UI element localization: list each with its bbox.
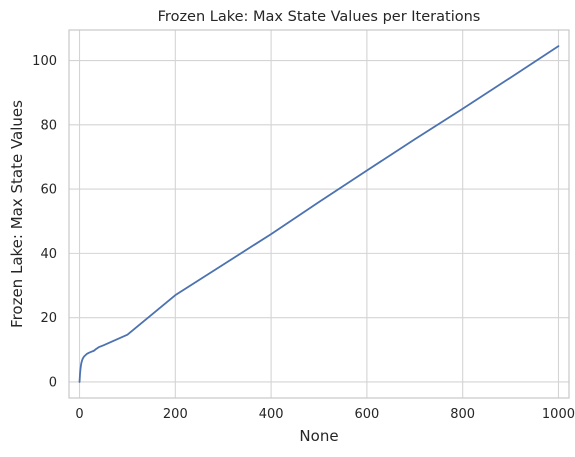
chart-title: Frozen Lake: Max State Values per Iterat… xyxy=(158,9,481,25)
x-tick-label: 600 xyxy=(354,407,379,422)
y-axis-label: Frozen Lake: Max State Values xyxy=(8,100,26,328)
grid-lines xyxy=(69,30,569,398)
x-tick-label: 800 xyxy=(450,407,475,422)
y-tick-label: 60 xyxy=(40,183,57,198)
x-tick-label: 0 xyxy=(75,407,83,422)
series-group xyxy=(78,45,560,383)
y-tick-label: 80 xyxy=(40,118,57,133)
y-tick-label: 0 xyxy=(49,375,57,390)
y-tick-label: 20 xyxy=(40,311,57,326)
y-tick-label: 100 xyxy=(32,54,57,69)
x-tick-labels: 0 200 400 600 800 1000 xyxy=(75,407,575,422)
series-line xyxy=(78,45,560,383)
x-tick-label: 1000 xyxy=(542,407,575,422)
y-tick-labels: 0 20 40 60 80 100 xyxy=(32,54,57,390)
y-tick-label: 40 xyxy=(40,247,57,262)
x-tick-label: 400 xyxy=(259,407,284,422)
x-tick-label: 200 xyxy=(163,407,188,422)
x-axis-label: None xyxy=(299,427,338,445)
plot-area xyxy=(68,29,570,399)
